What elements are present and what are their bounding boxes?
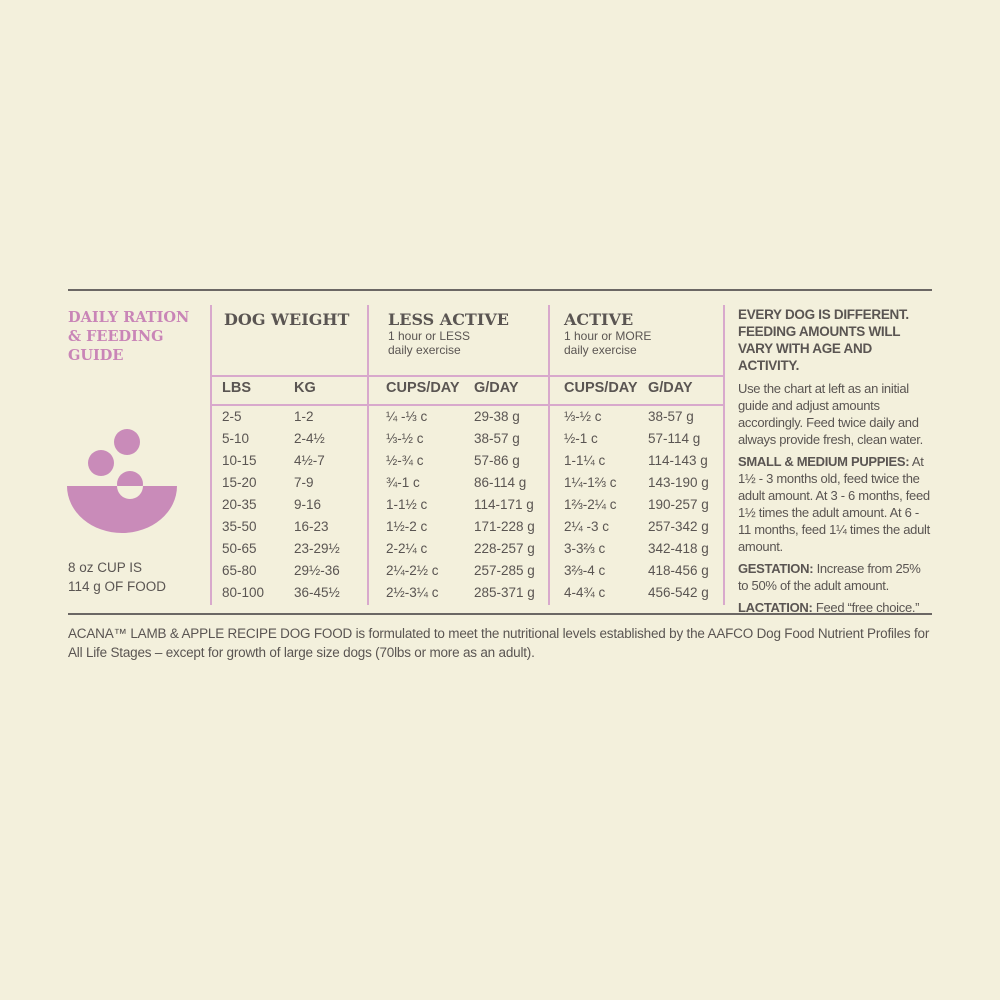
table-cell: 257-342 g bbox=[648, 519, 709, 534]
cup-note-line: 114 g OF FOOD bbox=[68, 579, 167, 594]
column-header: G/DAY bbox=[648, 380, 693, 396]
table-cell: 2½-3¼ c bbox=[386, 585, 439, 600]
table-cell: 57-114 g bbox=[648, 431, 701, 446]
table-cell: 7-9 bbox=[294, 475, 314, 490]
table-cell: ⅓-½ c bbox=[564, 409, 602, 424]
column-header: CUPS/DAY bbox=[386, 380, 460, 396]
divider bbox=[367, 305, 369, 605]
top-rule bbox=[68, 289, 932, 291]
note-text: Feed “free choice.” bbox=[815, 600, 920, 615]
cup-note: 8 oz CUP IS 114 g OF FOOD bbox=[68, 558, 166, 596]
table-cell: 4½-7 bbox=[294, 453, 325, 468]
footnote: ACANA™ LAMB & APPLE RECIPE DOG FOOD is f… bbox=[68, 626, 930, 660]
table-cell: 143-190 g bbox=[648, 475, 709, 490]
guide-title: DAILY RATION & FEEDING GUIDE bbox=[68, 309, 190, 364]
table-cell: 2¼ -3 c bbox=[564, 519, 610, 534]
table-cell: 29½-36 bbox=[294, 563, 340, 578]
table-cell: 35-50 bbox=[222, 519, 257, 534]
table-cell: 1-1¼ c bbox=[564, 453, 606, 468]
table-cell: 38-57 g bbox=[474, 431, 520, 446]
table-cell: 38-57 g bbox=[648, 409, 694, 424]
column-header: LBS bbox=[222, 380, 251, 396]
bottom-rule bbox=[68, 613, 932, 615]
header-rule bbox=[210, 375, 724, 377]
note-section: SMALL & MEDIUM PUPPIES: At 1½ - 3 months… bbox=[738, 453, 934, 555]
table-cell: 3⅔-4 c bbox=[564, 563, 606, 578]
notes-heading: EVERY DOG IS DIFFERENT. FEEDING AMOUNTS … bbox=[738, 307, 909, 373]
table-cell: ½-¾ c bbox=[386, 453, 424, 468]
table-cell: 57-86 g bbox=[474, 453, 520, 468]
note-label: SMALL & MEDIUM PUPPIES: bbox=[738, 454, 910, 469]
table-cell: 3-3⅔ c bbox=[564, 541, 606, 556]
table-cell: 9-16 bbox=[294, 497, 322, 512]
table-cell: 190-257 g bbox=[648, 497, 709, 512]
group-subtitle: 1 hour or LESS daily exercise bbox=[388, 329, 470, 357]
note-label: GESTATION: bbox=[738, 561, 814, 576]
table-cell: 20-35 bbox=[222, 497, 257, 512]
subtitle-line: daily exercise bbox=[388, 343, 461, 357]
table-cell: 2¼-2½ c bbox=[386, 563, 439, 578]
divider bbox=[723, 305, 725, 605]
table-cell: 10-15 bbox=[222, 453, 257, 468]
subtitle-line: 1 hour or MORE bbox=[564, 329, 652, 343]
table-cell: 342-418 g bbox=[648, 541, 709, 556]
notes: EVERY DOG IS DIFFERENT. FEEDING AMOUNTS … bbox=[738, 306, 934, 621]
table-cell: 29-38 g bbox=[474, 409, 520, 424]
table-cell: 285-371 g bbox=[474, 585, 535, 600]
group-subtitle: 1 hour or MORE daily exercise bbox=[564, 329, 651, 357]
subtitle-line: daily exercise bbox=[564, 343, 637, 357]
table-cell: 86-114 g bbox=[474, 475, 527, 490]
table-cell: 80-100 bbox=[222, 585, 265, 600]
note-section: GESTATION: Increase from 25% to 50% of t… bbox=[738, 560, 934, 594]
table-cell: 456-542 g bbox=[648, 585, 709, 600]
table-cell: 1-2 bbox=[294, 409, 314, 424]
table-cell: ⅓-½ c bbox=[386, 431, 424, 446]
notes-sections: SMALL & MEDIUM PUPPIES: At 1½ - 3 months… bbox=[738, 453, 934, 616]
note-label: LACTATION: bbox=[738, 600, 813, 615]
table-cell: 16-23 bbox=[294, 519, 329, 534]
table-cell: 2-2¼ c bbox=[386, 541, 428, 556]
column-header: G/DAY bbox=[474, 380, 519, 396]
table-cell: 171-228 g bbox=[474, 519, 535, 534]
note-text: At 1½ - 3 months old, feed twice the adu… bbox=[738, 454, 930, 554]
table-cell: 114-171 g bbox=[474, 497, 534, 512]
table-cell: ¾-1 c bbox=[386, 475, 420, 490]
table-cell: 4-4¾ c bbox=[564, 585, 606, 600]
table-cell: 1¼-1⅔ c bbox=[564, 475, 617, 490]
table-cell: ¼ -⅓ c bbox=[386, 409, 428, 424]
table-cell: 36-45½ bbox=[294, 585, 340, 600]
table-cell: 5-10 bbox=[222, 431, 250, 446]
table-cell: 15-20 bbox=[222, 475, 257, 490]
table-cell: 50-65 bbox=[222, 541, 257, 556]
table-cell: 1-1½ c bbox=[386, 497, 428, 512]
subtitle-line: 1 hour or LESS bbox=[388, 329, 471, 343]
cup-note-line: 8 oz CUP IS bbox=[68, 560, 143, 575]
table-cell: ½-1 c bbox=[564, 431, 598, 446]
table-cell: 1½-2 c bbox=[386, 519, 428, 534]
table-cell: 23-29½ bbox=[294, 541, 340, 556]
table-cell: 114-143 g bbox=[648, 453, 708, 468]
table-cell: 228-257 g bbox=[474, 541, 535, 556]
note-text: Increase from 25% to 50% of the adult am… bbox=[738, 561, 921, 593]
table-cell: 2-4½ bbox=[294, 431, 325, 446]
column-header: KG bbox=[294, 380, 316, 396]
header-rule bbox=[210, 404, 724, 406]
group-title: ACTIVE bbox=[564, 310, 634, 329]
bowl-icon bbox=[67, 429, 177, 533]
column-header: CUPS/DAY bbox=[564, 380, 638, 396]
note-section: LACTATION: Feed “free choice.” bbox=[738, 599, 934, 616]
group-title: DOG WEIGHT bbox=[224, 310, 350, 329]
table-cell: 2-5 bbox=[222, 409, 242, 424]
divider bbox=[210, 305, 212, 605]
group-title: LESS ACTIVE bbox=[388, 310, 509, 329]
notes-intro: Use the chart at left as an initial guid… bbox=[738, 381, 923, 447]
divider bbox=[548, 305, 550, 605]
table-cell: 257-285 g bbox=[474, 563, 535, 578]
table-cell: 65-80 bbox=[222, 563, 257, 578]
table-cell: 1⅔-2¼ c bbox=[564, 497, 617, 512]
table-cell: 418-456 g bbox=[648, 563, 709, 578]
